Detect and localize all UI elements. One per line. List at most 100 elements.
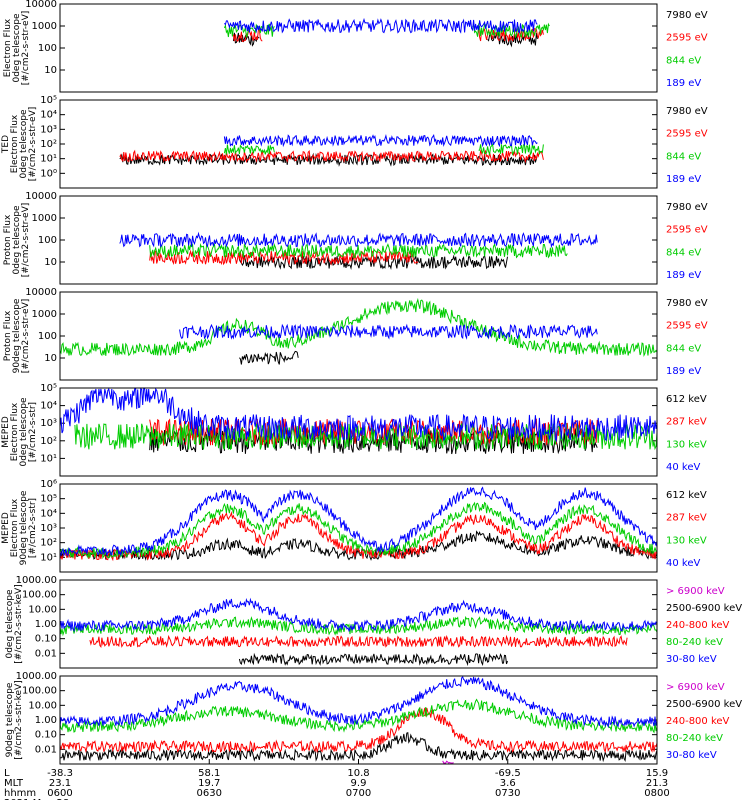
panel-2: 10⁰ 10¹ 10² 10³ 10⁴ 10⁵ TED Electron Flux 0deg t…: [1, 95, 708, 189]
series-4: [59, 698, 658, 734]
series-5: [59, 597, 658, 633]
y-tick-label: 1000: [32, 21, 57, 32]
y-tick-label: 10¹: [40, 552, 57, 563]
legend-entry: 844 eV: [666, 247, 701, 258]
y-tick-label: 10²: [40, 436, 57, 447]
y-tick-label: 10: [44, 353, 57, 364]
y-tick-label: 10⁵: [40, 383, 57, 394]
legend-entry: 844 eV: [666, 55, 701, 66]
series-1: [442, 760, 454, 764]
series-trace: [239, 350, 299, 365]
y-tick-label: 10⁵: [40, 494, 57, 505]
series-2: [59, 510, 658, 562]
y-tick-label: 100.00: [22, 590, 57, 601]
y-tick-label: 10.00: [28, 700, 57, 711]
y-tick-label: 10.00: [28, 604, 57, 615]
panel-frame: [59, 99, 658, 189]
y-tick-label: 100.00: [22, 686, 57, 697]
x-tick-label: 3.6: [500, 778, 516, 789]
series-4: [59, 486, 658, 557]
series-trace: [59, 510, 658, 562]
series-3: [74, 422, 658, 451]
x-row-label: 2021 May 28: [4, 798, 69, 800]
y-tick-label: 10³: [40, 124, 57, 135]
legend-entry: 612 keV: [666, 394, 707, 405]
x-tick-label: 0700: [346, 788, 371, 799]
x-tick-label: 10.8: [347, 768, 369, 779]
series-trace: [59, 731, 658, 763]
panel-3: 10 100 1000 10000 Proton Flux 0deg telescope[…: [3, 191, 708, 285]
legend-entry: 7980 eV: [666, 10, 708, 21]
legend-entry: 844 eV: [666, 343, 701, 354]
y-axis-label: [#/cm2-s-str-eV]: [21, 299, 31, 374]
y-axis-label: 0deg telescope: [5, 589, 15, 659]
y-tick-label: 10³: [40, 523, 57, 534]
y-axis-label: [#/cm2-s-str]: [28, 498, 38, 558]
y-axis-label: 0deg telescope: [19, 109, 29, 179]
y-axis-label: 90deg telescope: [5, 682, 15, 757]
legend-entry: 40 keV: [666, 462, 700, 473]
panel-1: 10 100 1000 10000 Electron Flux 0deg telescop…: [3, 0, 708, 93]
x-tick-label: 58.1: [198, 768, 220, 779]
x-tick-label: 21.3: [646, 778, 668, 789]
series-trace: [59, 297, 658, 357]
series-3: [59, 501, 658, 560]
y-tick-label: 100: [38, 43, 57, 54]
x-tick-label: 19.7: [198, 778, 220, 789]
x-tick-label: 23.1: [49, 778, 71, 789]
y-tick-label: 1000: [32, 213, 57, 224]
x-tick-label: 9.9: [351, 778, 367, 789]
y-tick-label: 10: [44, 257, 57, 268]
series-4: [119, 231, 598, 249]
legend-entry: 189 eV: [666, 366, 701, 377]
legend-entry: 189 eV: [666, 270, 701, 281]
legend-entry: 130 keV: [666, 439, 707, 450]
y-axis-label: Electron Flux: [3, 18, 13, 77]
series-3: [89, 634, 628, 649]
x-tick-label: 0730: [495, 788, 520, 799]
x-tick-label: 0600: [47, 788, 72, 799]
y-axis-label: 0deg telescope: [12, 13, 22, 83]
y-axis-label: [#/cm2-s-str-keV]: [14, 680, 24, 759]
panel-frame: [59, 579, 658, 669]
legend-entry: 287 keV: [666, 513, 707, 524]
y-tick-label: 0.01: [35, 648, 57, 659]
y-tick-label: 10⁵: [40, 95, 57, 106]
series-trace: [238, 652, 508, 667]
y-tick-label: 10⁰: [40, 168, 57, 179]
legend-entry: 612 keV: [666, 490, 707, 501]
series-trace: [59, 501, 658, 560]
legend-entry: 2595 eV: [666, 321, 708, 332]
series-trace: [179, 323, 598, 340]
series-2: [238, 652, 508, 667]
x-tick-label: -38.3: [47, 768, 73, 779]
y-axis-label: 0deg telescope: [12, 205, 22, 275]
legend-entry: 40 keV: [666, 558, 700, 569]
x-tick-label: 0800: [644, 788, 669, 799]
y-axis-label: Proton Flux: [3, 310, 13, 361]
legend-entry: 2595 eV: [666, 129, 708, 140]
panel-frame: [59, 483, 658, 573]
y-axis-label: [#/cm2-s-str]: [28, 402, 38, 462]
series-trace: [119, 231, 598, 249]
series-trace: [59, 387, 658, 443]
series-trace: [149, 242, 568, 259]
panel-frame: [59, 291, 658, 381]
legend-entry: 2500-6900 keV: [666, 603, 742, 614]
series-trace: [59, 698, 658, 734]
y-axis-label: [#/cm2-s-str-eV]: [21, 203, 31, 278]
legend-entry: 130 keV: [666, 535, 707, 546]
y-tick-label: 1.00: [35, 619, 57, 630]
y-axis-label: Electron Flux: [10, 402, 20, 461]
legend-entry: 2595 eV: [666, 33, 708, 44]
series-trace: [59, 597, 658, 633]
legend-entry: 240-800 keV: [666, 716, 730, 727]
panel-frame: [59, 195, 658, 285]
y-tick-label: 10⁶: [40, 479, 57, 490]
y-tick-label: 10³: [40, 418, 57, 429]
series-trace: [74, 422, 658, 451]
